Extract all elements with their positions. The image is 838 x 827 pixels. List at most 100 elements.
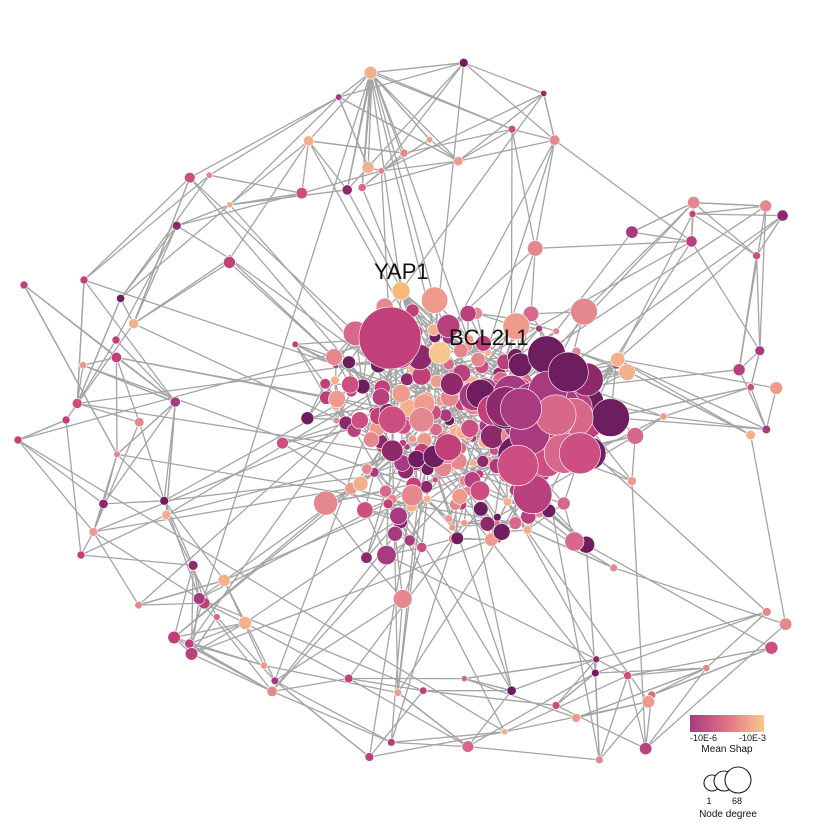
network-node[interactable] bbox=[458, 57, 469, 68]
network-node[interactable] bbox=[259, 661, 268, 670]
network-node[interactable] bbox=[400, 372, 414, 386]
node-yap1[interactable] bbox=[391, 281, 411, 301]
network-node[interactable] bbox=[313, 490, 339, 516]
network-node[interactable] bbox=[88, 527, 99, 537]
network-node[interactable] bbox=[223, 256, 236, 269]
network-node[interactable] bbox=[752, 251, 761, 260]
network-node[interactable] bbox=[300, 411, 315, 426]
network-node[interactable] bbox=[535, 394, 577, 436]
network-node[interactable] bbox=[450, 531, 464, 545]
node-bcl2l1[interactable] bbox=[428, 341, 452, 365]
network-node[interactable] bbox=[547, 351, 589, 393]
network-node[interactable] bbox=[440, 372, 464, 396]
network-node[interactable] bbox=[745, 429, 756, 441]
network-node[interactable] bbox=[270, 676, 280, 685]
network-node[interactable] bbox=[116, 293, 125, 303]
network-node[interactable] bbox=[341, 184, 353, 196]
network-node[interactable] bbox=[128, 318, 139, 330]
network-node[interactable] bbox=[475, 335, 492, 352]
network-node[interactable] bbox=[592, 655, 601, 664]
network-node[interactable] bbox=[527, 240, 544, 257]
network-node[interactable] bbox=[761, 424, 771, 435]
network-node[interactable] bbox=[570, 297, 598, 326]
network-node[interactable] bbox=[187, 560, 199, 571]
network-node[interactable] bbox=[113, 450, 121, 458]
network-node[interactable] bbox=[732, 363, 746, 377]
network-node[interactable] bbox=[78, 361, 88, 370]
network-node[interactable] bbox=[399, 148, 409, 158]
network-node[interactable] bbox=[295, 187, 308, 200]
network-node[interactable] bbox=[688, 210, 697, 218]
network-node[interactable] bbox=[98, 498, 109, 509]
network-node[interactable] bbox=[330, 375, 340, 386]
network-node[interactable] bbox=[382, 498, 394, 510]
network-node[interactable] bbox=[79, 275, 89, 285]
network-node[interactable] bbox=[379, 484, 392, 498]
network-node[interactable] bbox=[389, 506, 408, 526]
network-node[interactable] bbox=[276, 436, 289, 450]
network-node[interactable] bbox=[110, 351, 122, 363]
network-node[interactable] bbox=[205, 171, 213, 179]
network-node[interactable] bbox=[401, 484, 424, 507]
network-node[interactable] bbox=[403, 534, 416, 547]
network-node[interactable] bbox=[341, 375, 360, 394]
network-node[interactable] bbox=[436, 314, 461, 338]
network-node[interactable] bbox=[407, 450, 426, 469]
network-node[interactable] bbox=[266, 685, 278, 697]
network-node[interactable] bbox=[448, 523, 457, 532]
network-node[interactable] bbox=[610, 351, 626, 367]
network-node[interactable] bbox=[460, 519, 469, 528]
network-node[interactable] bbox=[476, 455, 489, 468]
network-node[interactable] bbox=[493, 512, 502, 522]
network-node[interactable] bbox=[387, 738, 396, 747]
network-node[interactable] bbox=[609, 563, 618, 573]
network-node[interactable] bbox=[335, 93, 343, 101]
network-node[interactable] bbox=[687, 196, 701, 210]
network-node[interactable] bbox=[360, 551, 373, 564]
network-node[interactable] bbox=[479, 516, 496, 532]
network-node[interactable] bbox=[759, 199, 773, 213]
network-node[interactable] bbox=[184, 172, 196, 184]
network-node[interactable] bbox=[762, 607, 772, 617]
network-node[interactable] bbox=[393, 589, 413, 609]
network-node[interactable] bbox=[371, 388, 390, 407]
network-node[interactable] bbox=[134, 417, 145, 428]
network-node[interactable] bbox=[444, 514, 453, 524]
network-node[interactable] bbox=[626, 427, 644, 445]
network-node[interactable] bbox=[459, 305, 477, 323]
network-node[interactable] bbox=[325, 348, 343, 366]
network-node[interactable] bbox=[291, 340, 299, 349]
network-node[interactable] bbox=[213, 613, 221, 621]
network-node[interactable] bbox=[431, 476, 439, 484]
network-node[interactable] bbox=[535, 324, 543, 333]
network-node[interactable] bbox=[746, 383, 755, 392]
network-node[interactable] bbox=[764, 640, 779, 655]
network-node[interactable] bbox=[502, 497, 512, 507]
network-node[interactable] bbox=[426, 136, 434, 144]
network-node[interactable] bbox=[507, 124, 517, 134]
network-node[interactable] bbox=[421, 286, 449, 314]
network-node[interactable] bbox=[238, 616, 252, 630]
network-node[interactable] bbox=[502, 312, 530, 340]
network-node[interactable] bbox=[625, 225, 639, 239]
network-node[interactable] bbox=[623, 671, 632, 681]
network-node[interactable] bbox=[350, 411, 369, 430]
network-node[interactable] bbox=[422, 494, 432, 504]
network-node[interactable] bbox=[564, 531, 585, 552]
network-node[interactable] bbox=[391, 384, 411, 403]
network-node[interactable] bbox=[469, 480, 491, 501]
network-node[interactable] bbox=[364, 752, 375, 762]
network-node[interactable] bbox=[409, 407, 435, 433]
network-node[interactable] bbox=[76, 550, 86, 560]
network-node[interactable] bbox=[522, 525, 533, 535]
network-node[interactable] bbox=[328, 390, 346, 408]
network-node[interactable] bbox=[549, 134, 561, 146]
network-node[interactable] bbox=[551, 701, 561, 710]
network-node[interactable] bbox=[461, 740, 475, 753]
network-node[interactable] bbox=[556, 496, 571, 511]
network-node[interactable] bbox=[501, 728, 509, 736]
network-node[interactable] bbox=[381, 439, 404, 462]
network-node[interactable] bbox=[451, 488, 468, 505]
network-node[interactable] bbox=[319, 378, 331, 390]
network-node[interactable] bbox=[453, 343, 469, 359]
